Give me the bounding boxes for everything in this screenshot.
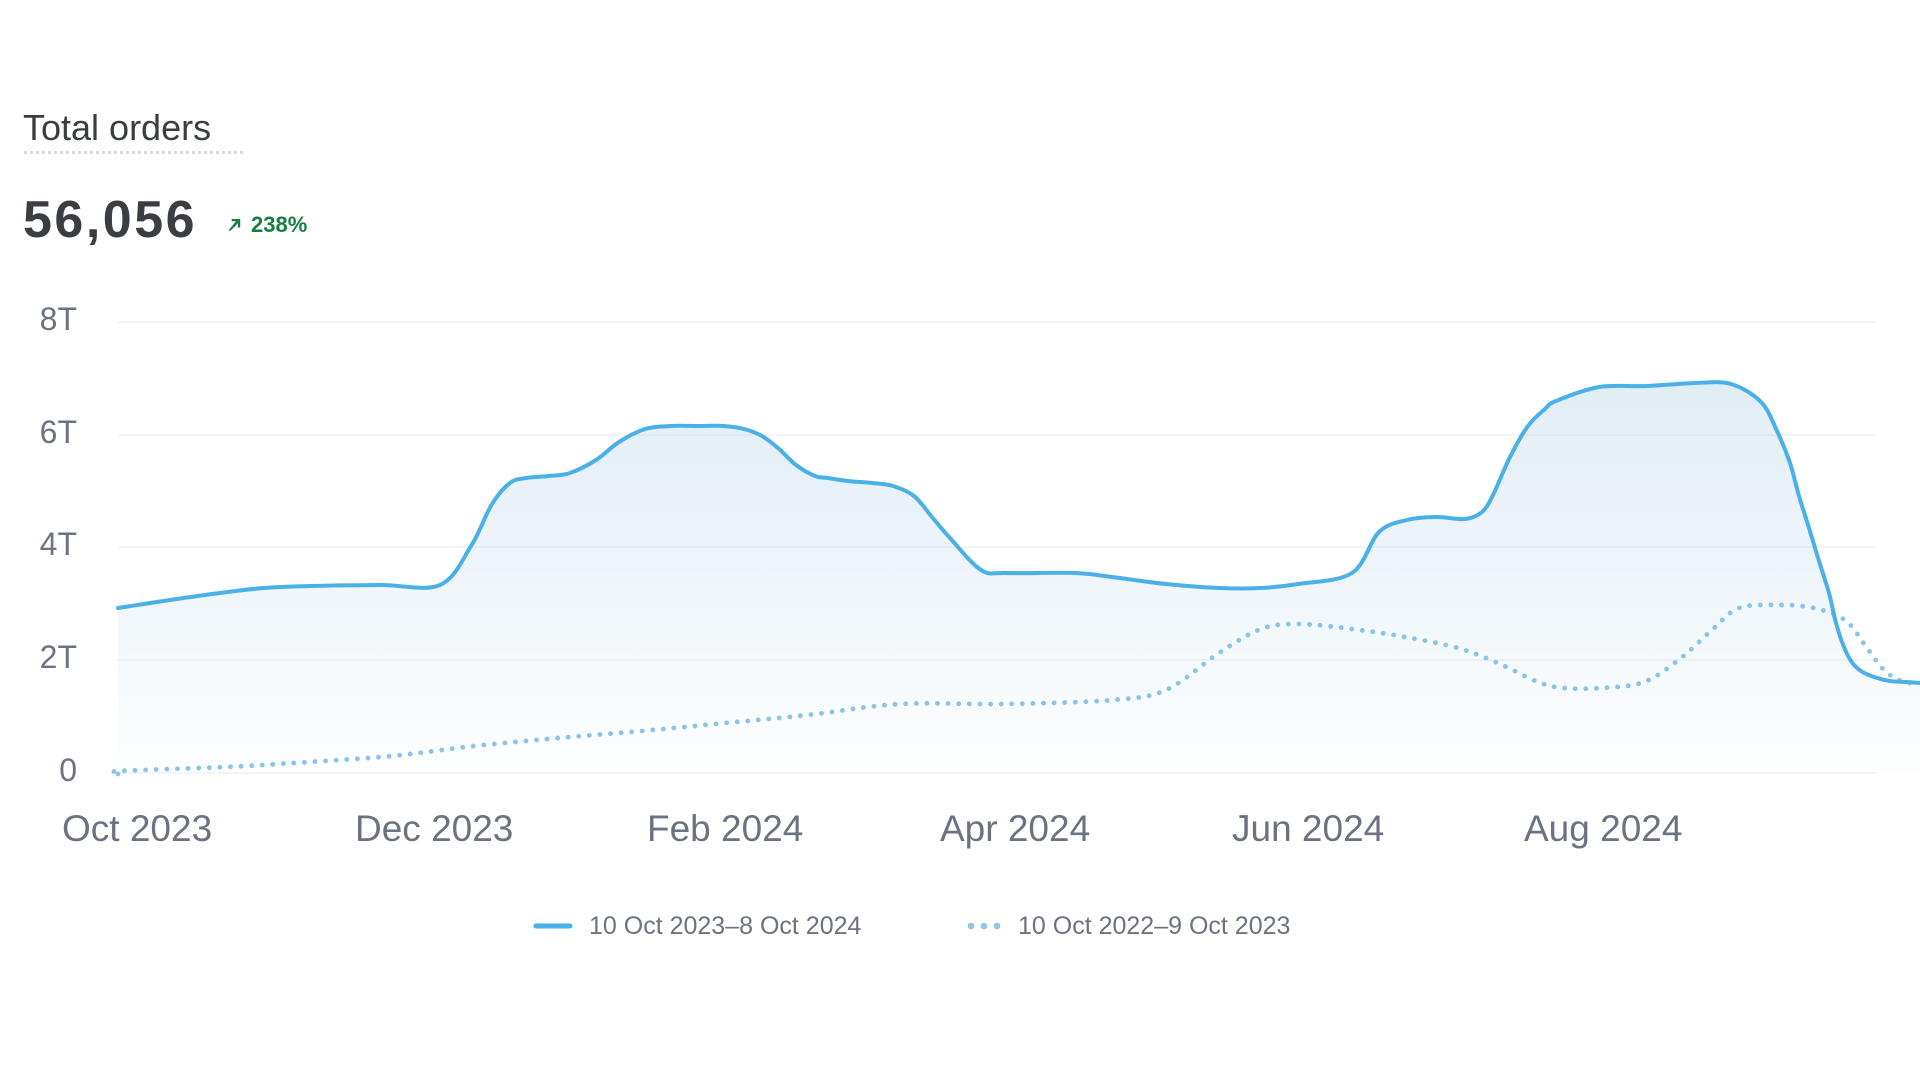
svg-text:2T: 2T <box>40 639 77 675</box>
svg-text:10 Oct 2022–9 Oct 2023: 10 Oct 2022–9 Oct 2023 <box>1018 912 1290 940</box>
svg-text:Oct 2023: Oct 2023 <box>62 808 212 849</box>
svg-text:10 Oct 2023–8 Oct 2024: 10 Oct 2023–8 Oct 2024 <box>589 912 862 940</box>
svg-text:0: 0 <box>59 752 77 788</box>
svg-text:Apr 2024: Apr 2024 <box>940 808 1090 849</box>
svg-text:8T: 8T <box>40 301 77 337</box>
svg-text:6T: 6T <box>40 414 77 450</box>
svg-text:4T: 4T <box>40 526 77 562</box>
svg-text:Jun 2024: Jun 2024 <box>1232 808 1384 849</box>
svg-text:Aug 2024: Aug 2024 <box>1524 808 1682 849</box>
svg-text:Feb 2024: Feb 2024 <box>647 808 803 849</box>
svg-text:Dec 2023: Dec 2023 <box>355 808 513 849</box>
